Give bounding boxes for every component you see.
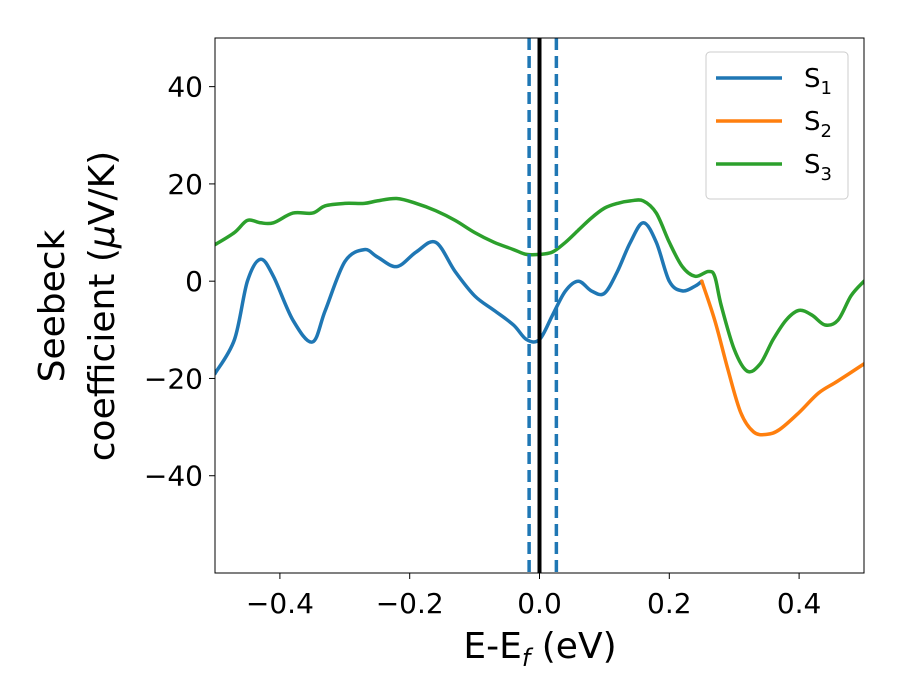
- x-axis-title: E-Ef (eV): [463, 626, 616, 672]
- x-tick-label: −0.2: [376, 587, 444, 620]
- y-axis-title: Seebeck coefficient (μV/K): [32, 151, 123, 461]
- y-tick-label: 0: [185, 265, 203, 298]
- x-tick-label: 0.0: [517, 587, 562, 620]
- series-line-s2: [700, 279, 864, 437]
- vertical-reference-lines: [527, 38, 559, 573]
- legend-label-s1: S1: [804, 64, 832, 99]
- x-tick-label: 0.4: [777, 587, 822, 620]
- y-tick-label: −20: [144, 362, 203, 395]
- series-line-s1: [215, 221, 704, 376]
- y-tick-label: 40: [167, 71, 203, 104]
- y-axis-title-line1: Seebeck: [32, 229, 73, 382]
- series-line-s3: [215, 196, 864, 374]
- x-tick-label: −0.4: [246, 587, 314, 620]
- y-axis-title-line2: coefficient (μV/K): [82, 151, 123, 461]
- legend: S1 S2 S3: [705, 51, 849, 200]
- legend-label-s3: S3: [804, 150, 832, 185]
- x-axis-ticks: −0.4 −0.2 0.0 0.2 0.4: [246, 573, 821, 620]
- legend-label-s2: S2: [804, 107, 832, 142]
- plot-lines: [215, 196, 864, 437]
- x-tick-label: 0.2: [647, 587, 692, 620]
- y-tick-label: 20: [167, 168, 203, 201]
- y-tick-label: −40: [144, 460, 203, 493]
- y-axis-ticks: −40 −20 0 20 40: [144, 71, 215, 493]
